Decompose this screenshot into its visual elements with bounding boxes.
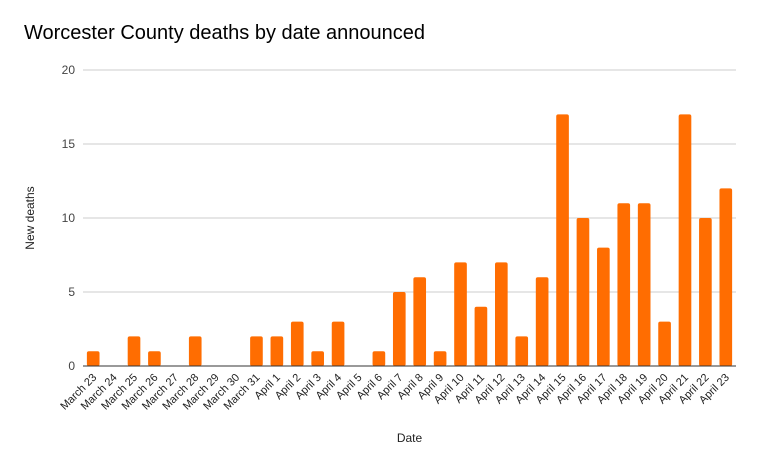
bar <box>188 336 202 366</box>
bar <box>495 262 508 366</box>
bar <box>331 321 345 366</box>
bar <box>392 292 406 366</box>
y-tick-label: 10 <box>62 211 76 225</box>
bar <box>433 351 447 366</box>
bar <box>413 277 427 366</box>
bar <box>270 336 284 366</box>
bar <box>86 351 100 366</box>
bar <box>576 218 590 366</box>
bar <box>372 351 386 366</box>
bar <box>250 336 263 366</box>
y-tick-label: 15 <box>62 137 76 151</box>
bar <box>637 203 651 366</box>
bar <box>290 321 304 366</box>
x-axis-label: Date <box>397 431 423 445</box>
bar <box>658 321 671 366</box>
bar <box>556 114 569 367</box>
y-tick-label: 5 <box>68 285 75 299</box>
bar <box>535 277 549 366</box>
y-axis-ticks: 0 5 10 15 20 <box>62 63 76 373</box>
bar <box>474 306 488 366</box>
bar <box>515 336 529 366</box>
bar <box>699 218 712 366</box>
y-axis-label: New deaths <box>23 186 37 249</box>
chart-title: Worcester County deaths by date announce… <box>24 22 425 44</box>
bar <box>617 203 631 366</box>
y-tick-label: 0 <box>68 359 75 373</box>
bar <box>678 114 692 367</box>
y-tick-label: 20 <box>62 63 76 77</box>
bar <box>719 188 733 366</box>
bar <box>311 351 324 366</box>
bar <box>597 247 610 366</box>
bar <box>127 336 141 366</box>
bars <box>86 114 733 367</box>
bar <box>454 262 467 366</box>
bar <box>148 351 161 366</box>
